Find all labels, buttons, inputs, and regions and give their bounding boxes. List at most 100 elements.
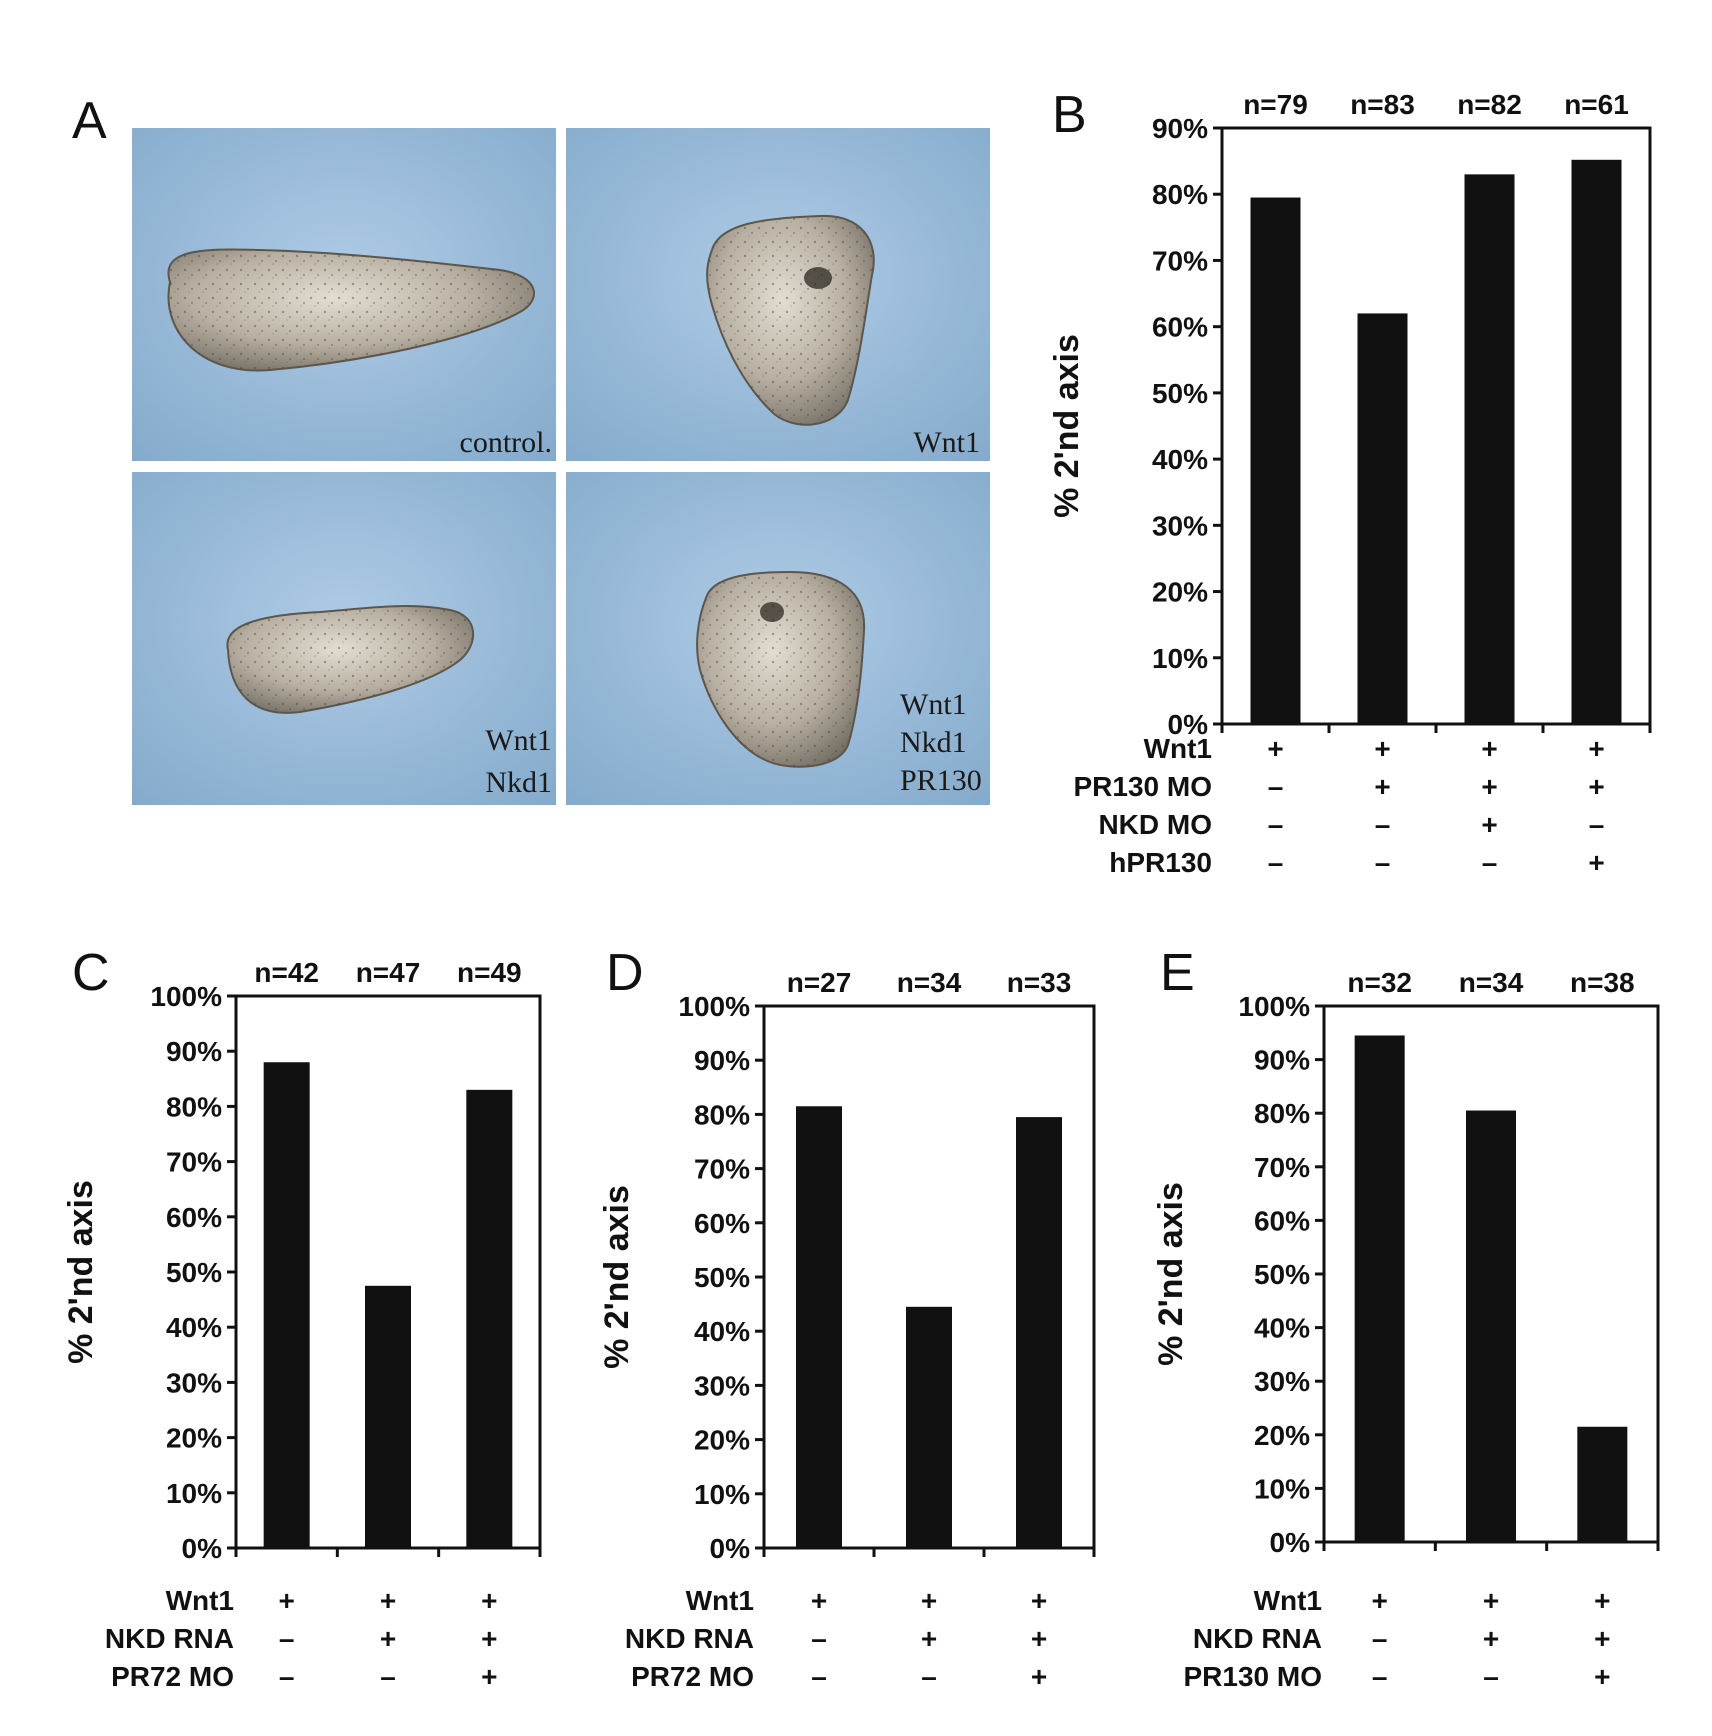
photo-caption-line: Wnt1	[900, 688, 967, 721]
y-tick-label: 70%	[1254, 1152, 1310, 1183]
y-tick-label: 0%	[1270, 1527, 1311, 1558]
bar	[906, 1306, 952, 1548]
panel-a: A control. Wnt1 Wnt1 Nkd1	[72, 92, 990, 805]
embryo-photo-wnt1-nkd1: Wnt1 Nkd1	[132, 472, 556, 805]
condition-label: Wnt1	[686, 1585, 754, 1616]
plus-mark: +	[1483, 1585, 1499, 1616]
y-axis-label: % 2'nd axis	[1048, 334, 1086, 518]
plus-mark: +	[1594, 1585, 1610, 1616]
y-tick-label: 20%	[1152, 577, 1208, 608]
minus-mark: –	[1375, 809, 1391, 840]
y-tick-label: 90%	[166, 1036, 222, 1067]
y-tick-label: 20%	[1254, 1420, 1310, 1451]
y-tick-label: 30%	[166, 1367, 222, 1398]
plus-mark: +	[481, 1585, 497, 1616]
plus-mark: +	[1481, 771, 1497, 802]
bar	[466, 1089, 513, 1548]
embryo-spot	[760, 602, 784, 622]
photo-caption-line: control.	[460, 426, 552, 459]
y-tick-label: 30%	[1254, 1366, 1310, 1397]
bar	[1354, 1035, 1405, 1542]
plus-mark: +	[1594, 1661, 1610, 1692]
condition-label: PR72 MO	[111, 1661, 234, 1692]
bar	[1464, 174, 1515, 724]
bar-chart-panel-b: B 0% 10% 20% 30% 40% 50% 60% 70% 80% 90% n=79 n=83 n=…	[1048, 86, 1652, 878]
y-tick-label: 50%	[166, 1257, 222, 1288]
y-tick-label: 90%	[1254, 1045, 1310, 1076]
y-tick-label: 0%	[710, 1533, 751, 1564]
bar	[1466, 1110, 1516, 1542]
bar-chart-panel-d: D 0% 10% 20% 30% 40% 50% 60% 70% 80% 90% 100% n=27 n=…	[598, 944, 1096, 1692]
condition-label: NKD MO	[1098, 809, 1212, 840]
y-tick-label: 20%	[166, 1423, 222, 1454]
minus-mark: –	[811, 1661, 827, 1692]
plus-mark: +	[1483, 1623, 1499, 1654]
condition-label: PR130 MO	[1074, 771, 1213, 802]
n-label: n=33	[1007, 967, 1072, 998]
y-tick-label: 40%	[166, 1312, 222, 1343]
y-tick-label: 40%	[1254, 1313, 1310, 1344]
embryo-photo-wnt1-nkd1-pr130: Wnt1 Nkd1 PR130	[566, 472, 990, 805]
panel-letter-a: A	[72, 92, 107, 150]
minus-mark: –	[279, 1661, 295, 1692]
embryo-texture	[227, 606, 474, 713]
condition-label: Wnt1	[166, 1585, 234, 1616]
embryo-texture	[707, 215, 874, 425]
embryo-photo-control: control.	[132, 128, 556, 461]
y-tick-label: 90%	[1152, 113, 1208, 144]
y-tick-label: 10%	[694, 1479, 750, 1510]
minus-mark: –	[1372, 1623, 1388, 1654]
n-label: n=82	[1457, 89, 1522, 120]
condition-label: hPR130	[1109, 847, 1212, 878]
y-tick-label: 40%	[694, 1316, 750, 1347]
panel-letter: C	[72, 944, 110, 1002]
plus-mark: +	[1588, 847, 1604, 878]
n-label: n=42	[254, 957, 319, 988]
embryo-photo-wnt1: Wnt1	[566, 128, 990, 461]
plus-mark: +	[481, 1623, 497, 1654]
bar	[1577, 1426, 1628, 1542]
embryo-texture	[697, 572, 865, 767]
bar	[1016, 1117, 1062, 1548]
embryo-spot	[804, 267, 832, 289]
minus-mark: –	[380, 1661, 396, 1692]
y-tick-label: 0%	[182, 1533, 223, 1564]
y-tick-label: 80%	[1152, 179, 1208, 210]
y-tick-label: 80%	[1254, 1098, 1310, 1129]
y-tick-label: 100%	[1238, 991, 1310, 1022]
n-label: n=61	[1564, 89, 1629, 120]
plus-mark: +	[1031, 1661, 1047, 1692]
plus-mark: +	[380, 1623, 396, 1654]
minus-mark: –	[1268, 771, 1284, 802]
y-tick-label: 90%	[694, 1045, 750, 1076]
y-tick-label: 30%	[694, 1370, 750, 1401]
n-label: n=49	[457, 957, 522, 988]
y-tick-label: 20%	[694, 1425, 750, 1456]
y-axis-label: % 2'nd axis	[1152, 1182, 1190, 1366]
y-tick-label: 70%	[166, 1147, 222, 1178]
y-tick-label: 0%	[1168, 709, 1209, 740]
condition-label: Wnt1	[1254, 1585, 1322, 1616]
plus-mark: +	[1031, 1585, 1047, 1616]
photo-caption-line: Wnt1	[913, 426, 980, 459]
plus-mark: +	[921, 1623, 937, 1654]
y-axis-label: % 2'nd axis	[62, 1180, 100, 1364]
y-tick-label: 50%	[1254, 1259, 1310, 1290]
minus-mark: –	[1372, 1661, 1388, 1692]
minus-mark: –	[1268, 847, 1284, 878]
plus-mark: +	[1588, 771, 1604, 802]
y-tick-label: 60%	[1254, 1205, 1310, 1236]
condition-label: PR130 MO	[1184, 1661, 1323, 1692]
minus-mark: –	[1482, 847, 1498, 878]
embryo-texture	[168, 249, 534, 371]
y-tick-label: 70%	[1152, 245, 1208, 276]
panel-letter: B	[1052, 86, 1087, 144]
panel-letter: E	[1160, 944, 1195, 1002]
panel-letter: D	[606, 944, 644, 1002]
y-tick-label: 80%	[694, 1099, 750, 1130]
y-tick-label: 60%	[694, 1208, 750, 1239]
plus-mark: +	[278, 1585, 294, 1616]
plus-mark: +	[1371, 1585, 1387, 1616]
minus-mark: –	[1589, 809, 1605, 840]
